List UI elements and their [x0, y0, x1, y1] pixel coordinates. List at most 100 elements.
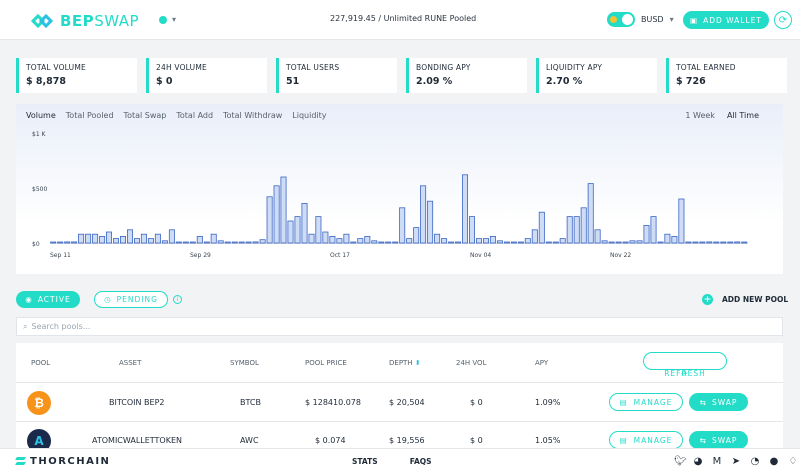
- volume-bar[interactable]: [50, 241, 57, 244]
- volume-bar[interactable]: [357, 238, 364, 244]
- volume-bar[interactable]: [175, 241, 182, 244]
- volume-bar[interactable]: [664, 233, 671, 244]
- volume-bar[interactable]: [224, 241, 231, 244]
- volume-bar[interactable]: [699, 241, 706, 244]
- volume-bar[interactable]: [140, 233, 147, 244]
- volume-bar[interactable]: [392, 241, 399, 244]
- refresh-button[interactable]: ⟳ REFRESH: [643, 352, 727, 378]
- volume-bar[interactable]: [636, 240, 643, 244]
- col-24h-vol[interactable]: 24H VOL: [456, 359, 487, 367]
- volume-bar[interactable]: [57, 241, 64, 244]
- volume-bar[interactable]: [615, 241, 622, 244]
- footer-link-faqs[interactable]: FAQS: [409, 457, 432, 466]
- github-icon[interactable]: ●: [769, 456, 779, 467]
- volume-bar[interactable]: [538, 211, 545, 244]
- volume-bar[interactable]: [210, 233, 217, 244]
- volume-bar[interactable]: [252, 241, 259, 244]
- volume-bar[interactable]: [468, 216, 475, 244]
- info-icon[interactable]: i: [173, 295, 182, 304]
- volume-bar[interactable]: [350, 241, 357, 244]
- chart-tab-total-add[interactable]: Total Add: [176, 111, 214, 120]
- chart-tab-liquidity[interactable]: Liquidity: [292, 111, 327, 120]
- active-pools-button[interactable]: ◉ ACTIVE: [16, 291, 80, 308]
- volume-bar[interactable]: [127, 229, 134, 244]
- volume-bar[interactable]: [168, 229, 175, 244]
- col-symbol[interactable]: SYMBOL: [230, 359, 259, 367]
- volume-bar[interactable]: [517, 241, 524, 244]
- volume-bar[interactable]: [154, 233, 161, 244]
- volume-bar[interactable]: [559, 238, 566, 244]
- search-pools-input[interactable]: ⌕ Search pools...: [16, 317, 783, 336]
- volume-bar[interactable]: [496, 240, 503, 244]
- volume-bar[interactable]: [273, 185, 280, 244]
- medium-icon[interactable]: M: [712, 456, 722, 467]
- chart-tab-total-withdraw[interactable]: Total Withdraw: [223, 111, 283, 120]
- volume-bar[interactable]: [120, 235, 127, 244]
- volume-bar[interactable]: [385, 241, 392, 244]
- volume-bar[interactable]: [399, 207, 406, 244]
- volume-bar[interactable]: [489, 235, 496, 244]
- volume-bar[interactable]: [594, 229, 601, 244]
- chart-tab-total-swap[interactable]: Total Swap: [123, 111, 167, 120]
- volume-bar[interactable]: [238, 241, 245, 244]
- volume-bar[interactable]: [510, 241, 517, 244]
- network-selector[interactable]: ▾: [159, 15, 176, 24]
- footer-link-stats[interactable]: STATS: [352, 457, 378, 466]
- chart-tab-volume[interactable]: Volume: [26, 111, 56, 120]
- volume-bar[interactable]: [134, 238, 141, 244]
- volume-bar[interactable]: [287, 220, 294, 244]
- manage-button[interactable]: ▤ MANAGE: [609, 431, 683, 449]
- volume-bar[interactable]: [434, 233, 441, 244]
- volume-bar[interactable]: [378, 241, 385, 244]
- volume-bar[interactable]: [587, 183, 594, 244]
- discord-icon[interactable]: ◔: [750, 456, 760, 467]
- volume-bar[interactable]: [336, 238, 343, 244]
- chart-tab-total-pooled[interactable]: Total Pooled: [65, 111, 114, 120]
- volume-bar[interactable]: [552, 241, 559, 244]
- volume-bar[interactable]: [322, 231, 329, 244]
- volume-bar[interactable]: [280, 176, 287, 244]
- volume-bar[interactable]: [454, 241, 461, 244]
- volume-bar[interactable]: [266, 196, 273, 244]
- volume-bar[interactable]: [203, 241, 210, 244]
- col-asset[interactable]: ASSET: [119, 359, 142, 367]
- volume-bar[interactable]: [720, 241, 727, 244]
- volume-bar[interactable]: [64, 241, 71, 244]
- volume-bar[interactable]: [106, 231, 113, 244]
- volume-bar[interactable]: [441, 238, 448, 244]
- volume-bar[interactable]: [545, 241, 552, 244]
- volume-bar[interactable]: [78, 233, 85, 244]
- volume-bar[interactable]: [692, 241, 699, 244]
- volume-bar[interactable]: [650, 216, 657, 244]
- volume-bar[interactable]: [294, 216, 301, 244]
- volume-bar[interactable]: [629, 240, 636, 244]
- volume-bar[interactable]: [217, 240, 224, 244]
- col-depth[interactable]: DEPTH ⬍: [389, 359, 421, 367]
- volume-bar[interactable]: [406, 238, 413, 244]
- col-apy[interactable]: APY: [535, 359, 549, 367]
- volume-bar[interactable]: [580, 207, 587, 244]
- volume-bar[interactable]: [741, 241, 748, 244]
- volume-bar[interactable]: [734, 241, 741, 244]
- volume-bar[interactable]: [531, 229, 538, 244]
- volume-bar[interactable]: [413, 227, 420, 244]
- twitter-icon[interactable]: 🐦︎: [674, 456, 687, 467]
- volume-bar[interactable]: [671, 235, 678, 244]
- volume-bar[interactable]: [113, 238, 120, 244]
- volume-bar[interactable]: [678, 198, 685, 244]
- gitlab-icon[interactable]: ♢: [788, 456, 798, 467]
- table-row[interactable]: ₿ BITCOIN BEP2 BTCB $ 128410.078 $ 20,50…: [16, 384, 783, 422]
- time-tab-1-week[interactable]: 1 Week: [685, 111, 715, 120]
- volume-bar[interactable]: [231, 241, 238, 244]
- volume-bar[interactable]: [657, 241, 664, 244]
- add-new-pool-button[interactable]: + ADD NEW POOL: [702, 294, 788, 305]
- volume-bar[interactable]: [343, 233, 350, 244]
- volume-bar[interactable]: [71, 241, 78, 244]
- add-wallet-button[interactable]: ▣ ADD WALLET: [683, 11, 769, 29]
- sync-button[interactable]: ⟳: [774, 11, 792, 29]
- volume-bar[interactable]: [161, 240, 168, 244]
- reddit-icon[interactable]: ◕: [693, 456, 703, 467]
- col-pool-price[interactable]: POOL PRICE: [305, 359, 347, 367]
- volume-bar[interactable]: [713, 241, 720, 244]
- manage-button[interactable]: ▤ MANAGE: [609, 393, 683, 411]
